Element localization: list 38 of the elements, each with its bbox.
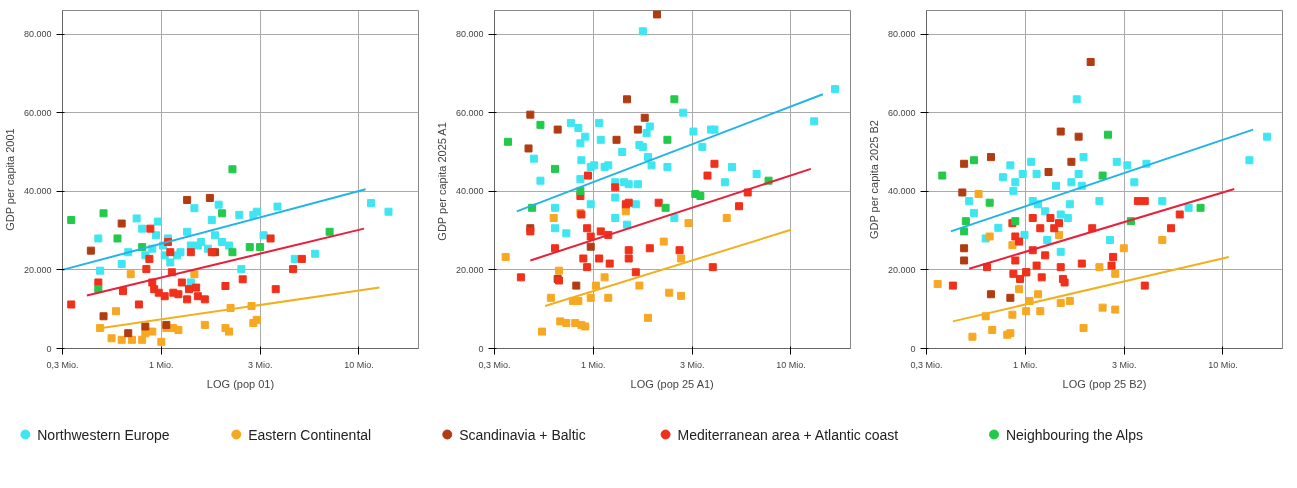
x-tick-label: 10 Mio. — [344, 359, 374, 370]
legend-label: Eastern Continental — [248, 426, 372, 443]
x-tick-label: 10 Mio. — [776, 359, 806, 370]
y-tick-label: 80.000 — [23, 29, 52, 40]
x-axis-title: LOG (pop 25 A1) — [630, 377, 714, 390]
y-tick-label: 20.000 — [23, 264, 52, 275]
x-axis-title: LOG (pop 25 B2) — [1062, 377, 1147, 390]
x-tick-label: 3 Mio. — [247, 359, 273, 370]
x-axis-title: LOG (pop 01) — [206, 377, 275, 390]
x-tick-label: 1 Mio. — [581, 359, 606, 370]
y-tick-label: 0 — [46, 343, 52, 354]
y-tick-label: 40.000 — [887, 186, 916, 197]
y-tick-label: 60.000 — [887, 107, 916, 118]
y-axis-title: GDP per capita 2001 — [3, 128, 16, 231]
x-tick-label: 1 Mio. — [1013, 359, 1038, 370]
legend-label: Mediterranean area + Atlantic coast — [677, 426, 899, 443]
y-tick-label: 20.000 — [887, 264, 916, 275]
y-tick-label: 0 — [910, 343, 916, 354]
x-tick-label: 0,3 Mio. — [478, 359, 511, 370]
x-tick-label: 0,3 Mio. — [46, 359, 79, 370]
legend-label: Northwestern Europe — [37, 426, 170, 443]
y-tick-label: 80.000 — [887, 29, 916, 40]
x-tick-label: 10 Mio. — [1208, 359, 1238, 370]
y-tick-label: 60.000 — [455, 107, 484, 118]
y-tick-label: 80.000 — [455, 29, 484, 40]
y-tick-label: 0 — [478, 343, 484, 354]
x-tick-label: 0,3 Mio. — [910, 359, 943, 370]
legend-label: Neighbouring the Alps — [1005, 426, 1143, 443]
y-tick-label: 40.000 — [23, 186, 52, 197]
x-tick-label: 1 Mio. — [149, 359, 174, 370]
y-tick-label: 60.000 — [23, 107, 52, 118]
x-tick-label: 3 Mio. — [1111, 359, 1137, 370]
y-axis-title: GDP per capita 2025 B2 — [867, 120, 880, 240]
legend-label: Scandinavia + Baltic — [459, 426, 586, 443]
y-axis-title: GDP per capita 2025 A1 — [435, 122, 448, 241]
y-tick-label: 40.000 — [455, 186, 484, 197]
x-tick-label: 3 Mio. — [679, 359, 705, 370]
y-tick-label: 20.000 — [455, 264, 484, 275]
